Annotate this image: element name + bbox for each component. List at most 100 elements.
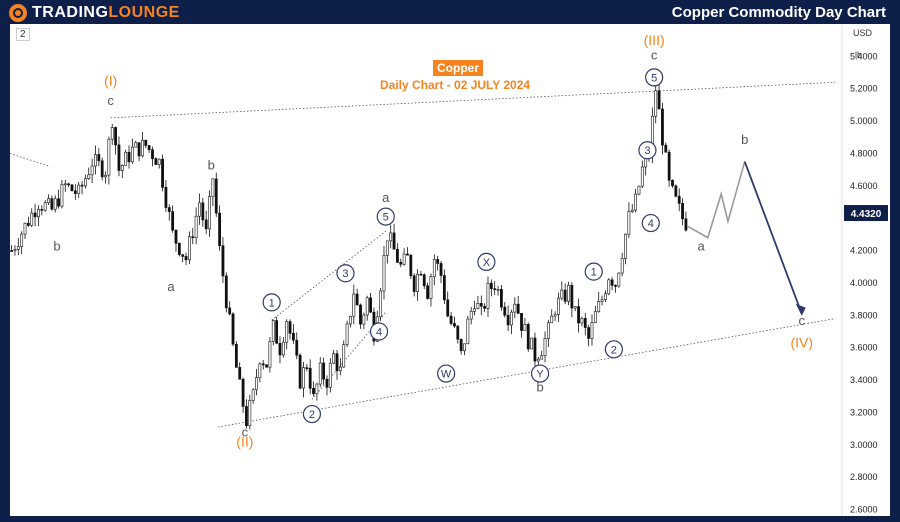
gear-globe-icon (9, 4, 27, 22)
candle-body (194, 215, 198, 239)
wave-label-minor: a (167, 279, 175, 294)
wave-circle-marker (302, 404, 322, 424)
candle-body (500, 288, 503, 308)
candle-body (332, 353, 336, 364)
candle-body (218, 212, 222, 247)
candle-body (50, 198, 54, 210)
candle-body (563, 289, 567, 302)
candle-body (188, 236, 191, 261)
candle-body (151, 149, 154, 160)
candle-body (335, 353, 339, 372)
candle-body (671, 179, 674, 187)
y-tick-label: 5.0000 (850, 116, 878, 126)
candle-body (315, 383, 319, 395)
candle-body (295, 339, 299, 356)
candle-body (426, 285, 430, 299)
candle-body (171, 211, 175, 231)
candle-body (473, 308, 476, 312)
candle-body (114, 127, 118, 146)
candle-body (536, 358, 540, 362)
y-tick-label: 4.8000 (850, 148, 878, 158)
wave-label-circled: 4 (648, 218, 654, 230)
candle-body (258, 363, 262, 378)
wave-label-primary: (IV) (790, 335, 813, 351)
candle-body (245, 406, 248, 427)
candle-body (73, 190, 77, 194)
candle-body (630, 209, 634, 212)
wave-circle-marker (262, 293, 281, 312)
candle-body (422, 274, 426, 287)
candle-body (97, 154, 101, 162)
candle-body (506, 314, 510, 326)
candle-body (328, 362, 332, 388)
wave-label-primary: (III) (644, 32, 665, 48)
candle-body (553, 314, 557, 317)
candle-body (657, 90, 661, 110)
candle-body (684, 218, 688, 231)
projection-path-b (687, 161, 746, 239)
candle-body (157, 158, 161, 165)
wave-label-minor: a (382, 190, 390, 205)
candle-body (164, 187, 168, 208)
candle-body (627, 211, 631, 235)
candle-body (573, 306, 577, 309)
candle-body (13, 249, 17, 252)
chart-subtitle: Daily Chart - 02 JULY 2024 (380, 78, 531, 92)
candle-body (248, 400, 252, 427)
candle-body (191, 236, 195, 239)
candle-body (57, 198, 60, 207)
wave-label-circled: X (483, 257, 491, 269)
candle-body (90, 165, 94, 176)
candle-body (533, 337, 537, 362)
current-price-label: 4.4320 (851, 209, 882, 220)
candle-body (396, 248, 399, 263)
candle-body (298, 354, 302, 389)
candle-body (23, 222, 27, 235)
wave-circle-marker (584, 262, 603, 281)
candle-body (104, 174, 107, 178)
chart-panel: 5.40005.20005.00004.80004.60004.40004.20… (10, 24, 890, 516)
candle-body (439, 263, 443, 276)
candle-body (369, 297, 372, 313)
candle-body (432, 259, 436, 277)
candle-body (278, 343, 282, 356)
wave-circle-marker (641, 213, 660, 233)
wave-label-primary: (I) (104, 73, 117, 89)
candle-body (30, 212, 34, 226)
y-tick-label: 4.6000 (850, 181, 878, 191)
currency-label[interactable]: USD (853, 28, 873, 38)
candle-body (268, 341, 272, 368)
price-chart[interactable]: 5.40005.20005.00004.80004.60004.40004.20… (10, 24, 890, 516)
interval-selector[interactable]: 2 (16, 28, 30, 41)
candle-body (557, 297, 560, 315)
unit-label[interactable]: lb (855, 50, 863, 60)
candle-body (211, 178, 215, 197)
wave-label-circled: 5 (383, 212, 389, 224)
channel-line (217, 318, 836, 428)
brand-name: TRADINGLOUNGE (32, 4, 180, 21)
candle-body (583, 318, 587, 328)
candle-body (144, 139, 148, 146)
candle-body (587, 327, 591, 339)
candle-body (429, 276, 433, 299)
candle-body (436, 259, 440, 264)
candle-body (271, 320, 275, 342)
candle-body (449, 315, 453, 324)
wave-label-circled: W (441, 369, 452, 381)
candle-body (402, 253, 406, 265)
candle-body (67, 183, 71, 186)
wave-circle-marker (645, 68, 664, 87)
candle-body (77, 184, 81, 194)
candle-body (63, 183, 67, 186)
candle-body (285, 321, 289, 343)
wave-circle-marker (638, 141, 657, 160)
candle-body (593, 311, 597, 323)
candle-body (486, 282, 490, 309)
candle-body (208, 196, 211, 230)
candle-body (124, 151, 128, 166)
candle-body (513, 303, 517, 313)
candle-body (325, 378, 329, 388)
chart-title: Copper (433, 60, 483, 76)
candle-body (275, 320, 279, 344)
